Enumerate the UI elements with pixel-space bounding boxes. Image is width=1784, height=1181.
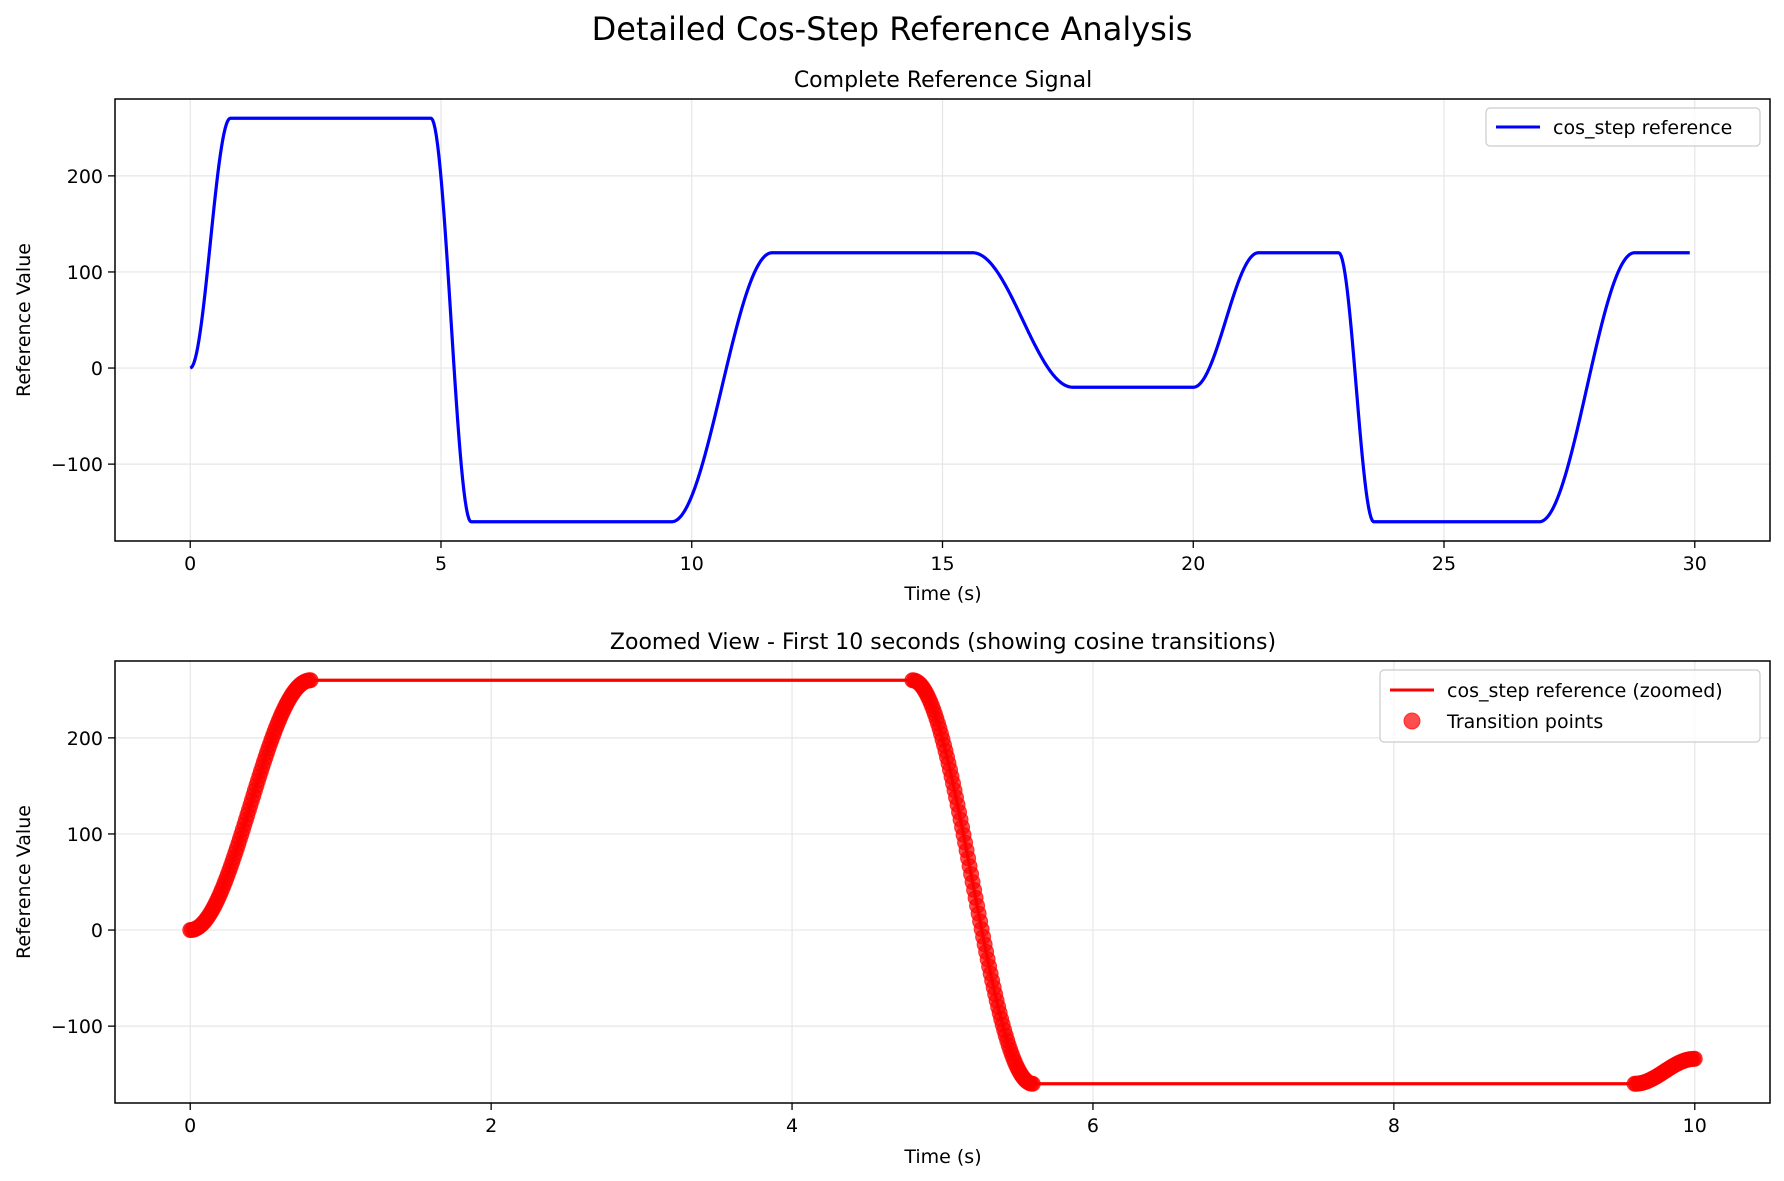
subplot-title: Complete Reference Signal [794, 68, 1092, 93]
x-tick-label: 20 [1181, 553, 1205, 575]
y-tick-label: 200 [67, 166, 103, 188]
legend-entry-label: Transition points [1446, 711, 1603, 733]
transition-point [302, 672, 319, 689]
legend-marker-swatch [1403, 712, 1421, 730]
y-tick-label: 100 [67, 262, 103, 284]
x-tick-label: 5 [435, 553, 447, 575]
x-tick-label: 6 [1087, 1115, 1099, 1137]
x-tick-label: 30 [1683, 553, 1707, 575]
legend-entry-label: cos_step reference (zoomed) [1447, 680, 1723, 702]
subplot-title: Zoomed View - First 10 seconds (showing … [610, 630, 1276, 655]
subplot-zoomed: Zoomed View - First 10 seconds (showing … [13, 630, 1771, 1168]
x-tick-label: 10 [680, 553, 704, 575]
grid [115, 99, 1770, 541]
y-tick-label: 0 [91, 358, 103, 380]
x-tick-label: 8 [1388, 1115, 1400, 1137]
legend: cos_step reference (zoomed) Transition p… [1379, 669, 1761, 743]
ticks: 0 5 10 15 20 25 30 −100 0 100 200 [51, 166, 1707, 575]
transition-point [1686, 1050, 1703, 1067]
y-tick-label: 100 [67, 824, 103, 846]
axes-frame [114, 98, 1771, 542]
axes-frame [114, 660, 1771, 1104]
x-axis-label: Time (s) [903, 1146, 981, 1168]
x-tick-label: 0 [184, 1115, 196, 1137]
y-tick-label: 0 [91, 920, 103, 942]
plot-area [182, 672, 1703, 1092]
y-tick-label: −100 [51, 454, 103, 476]
figure-suptitle: Detailed Cos-Step Reference Analysis [592, 10, 1193, 48]
y-tick-label: 200 [67, 728, 103, 750]
x-tick-label: 2 [485, 1115, 497, 1137]
y-axis-label: Reference Value [13, 243, 35, 397]
x-axis-label: Time (s) [903, 583, 981, 605]
legend-entry-label: cos_step reference [1553, 117, 1732, 139]
transition-point [1024, 1075, 1041, 1092]
plot-area [189, 116, 1691, 524]
legend-frame [1379, 669, 1761, 743]
series-line [189, 116, 1691, 524]
x-tick-label: 10 [1683, 1115, 1707, 1137]
x-tick-label: 15 [930, 553, 954, 575]
y-tick-label: −100 [51, 1016, 103, 1038]
x-tick-label: 0 [184, 553, 196, 575]
x-tick-label: 25 [1432, 553, 1456, 575]
x-tick-label: 4 [786, 1115, 798, 1137]
subplot-complete: Complete Reference Signal 0 5 10 15 20 25 30 −1… [13, 68, 1771, 605]
y-axis-label: Reference Value [13, 805, 35, 959]
ticks: 0 2 4 6 8 10 −100 0 100 200 [51, 728, 1707, 1137]
legend: cos_step reference [1485, 107, 1761, 147]
legend-frame [1485, 107, 1761, 147]
